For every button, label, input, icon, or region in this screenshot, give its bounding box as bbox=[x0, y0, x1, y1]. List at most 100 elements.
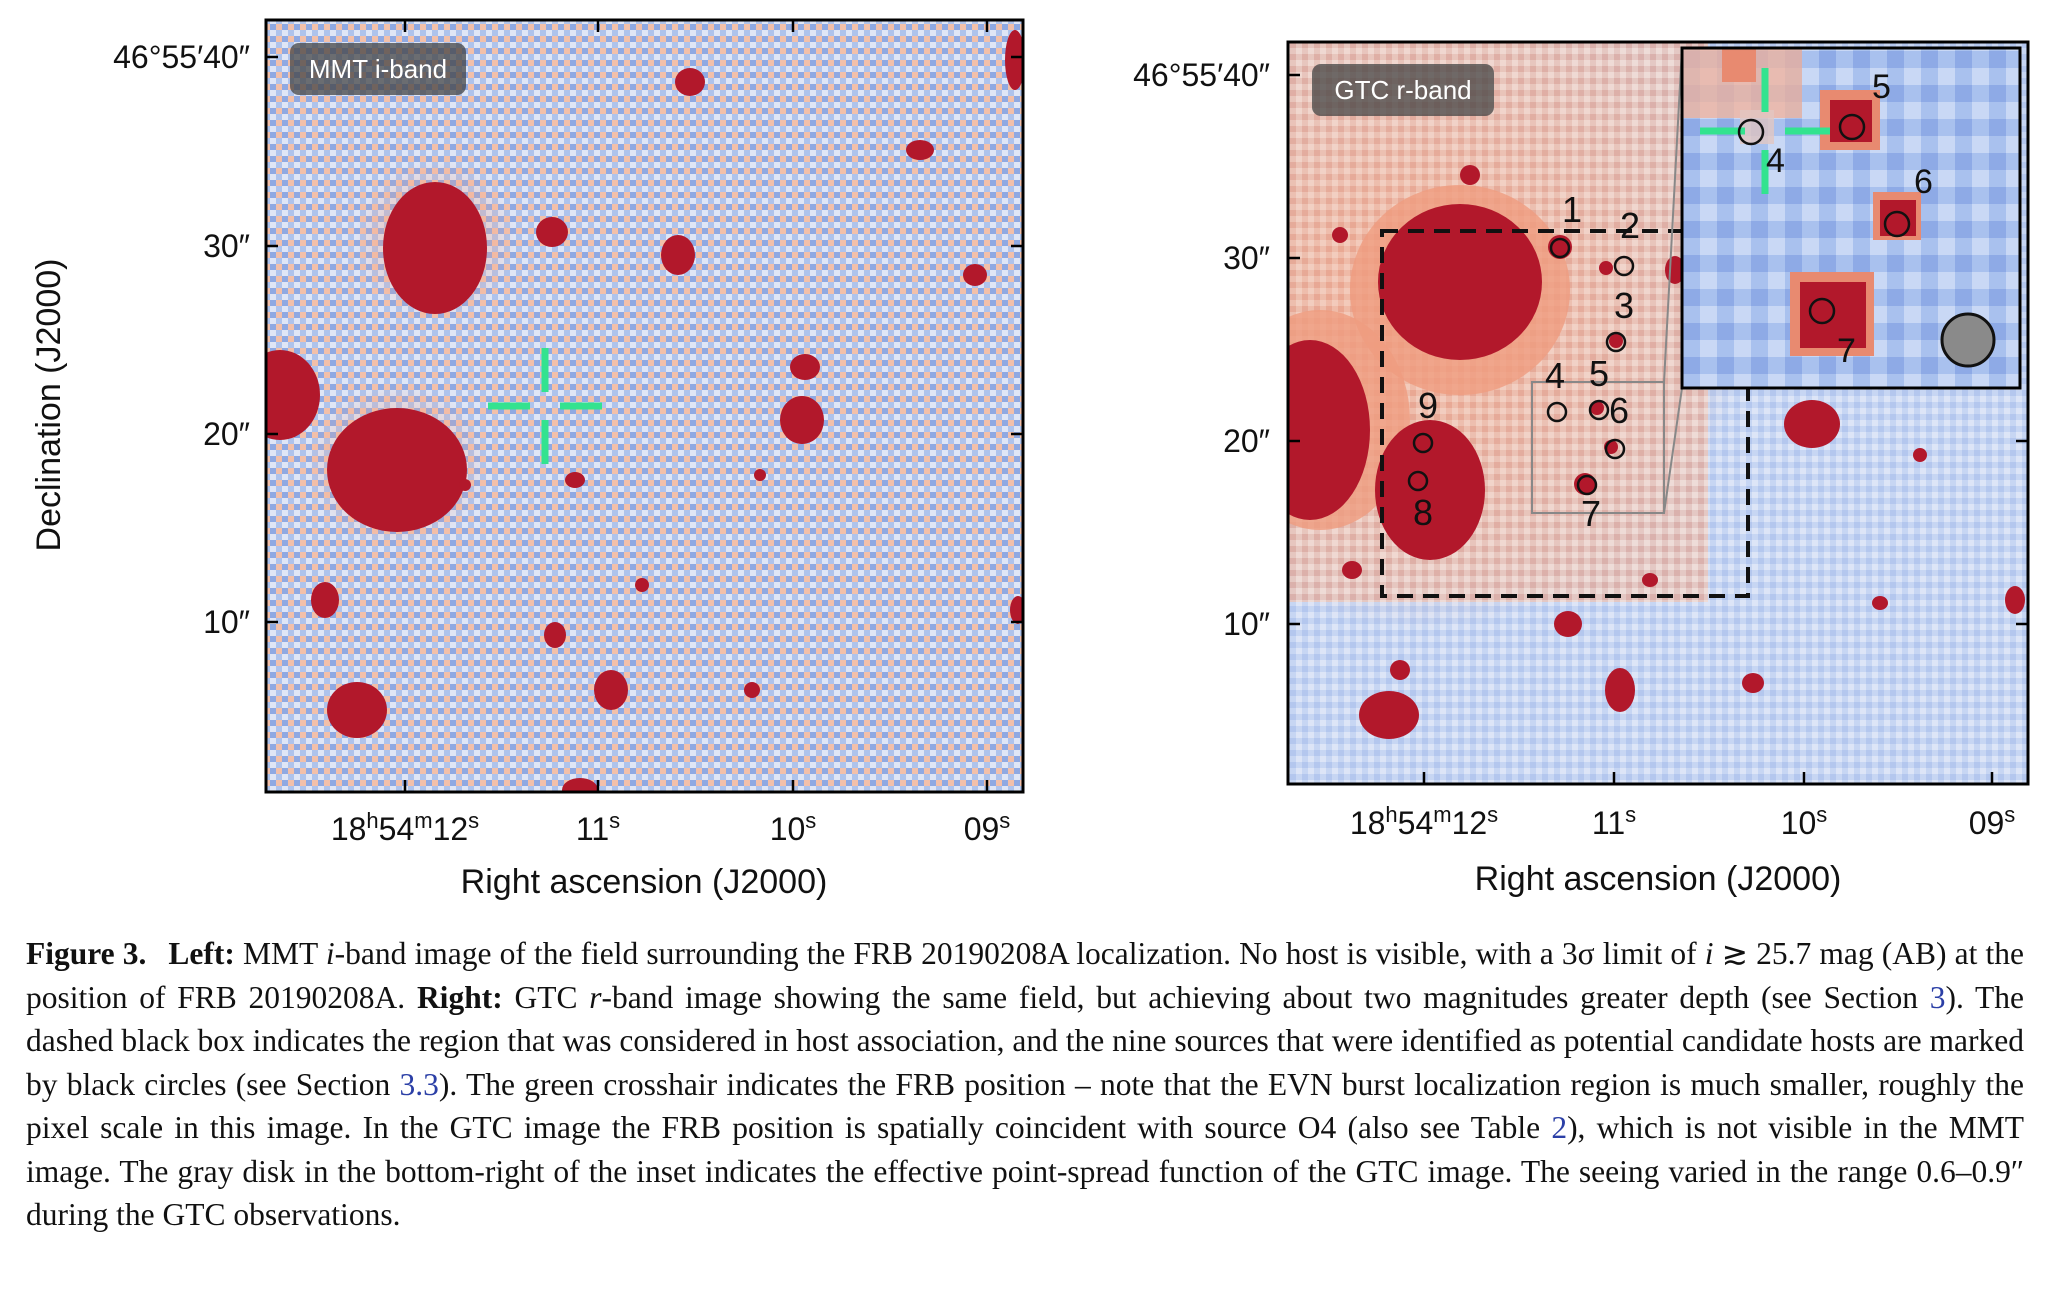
right-dec-tick-1: 30″ bbox=[1223, 240, 1270, 276]
caption-right-text-3: ). The dashed black box indicates the re… bbox=[26, 979, 2025, 1102]
right-x-ticks bbox=[1422, 772, 1994, 784]
candidate-label-1: 1 bbox=[1562, 189, 1582, 230]
left-y-ticks bbox=[266, 55, 1023, 624]
inset-labels: 4 5 6 7 bbox=[1766, 68, 1933, 370]
candidate-circle-4 bbox=[1546, 401, 1568, 423]
right-ra-tick-0: 18h54m12s bbox=[1350, 802, 1498, 841]
inset-source-5 bbox=[1830, 100, 1872, 142]
right-galaxy-edge bbox=[1288, 340, 1370, 520]
inset-circle-5 bbox=[1838, 113, 1866, 141]
candidate-label-9: 9 bbox=[1418, 385, 1438, 426]
candidate-label-3: 3 bbox=[1614, 285, 1634, 326]
left-ra-tick-3: 09s bbox=[964, 808, 1011, 847]
figure-panels: MMT i-band 46°55′40″ 30″ 20″ bbox=[30, 18, 2030, 901]
right-ra-tick-3: 09s bbox=[1969, 802, 2016, 841]
inset-frb-crosshair bbox=[1700, 68, 1830, 194]
inset-label-6: 6 bbox=[1914, 163, 1933, 201]
candidate-circle-6 bbox=[1604, 438, 1626, 460]
caption-right-band: r bbox=[589, 979, 602, 1015]
left-ra-tick-0: 18h54m12s bbox=[331, 808, 479, 847]
left-sources bbox=[266, 30, 1023, 792]
caption-left-text-1: MMT bbox=[243, 936, 326, 971]
left-ylabel: Declination (J2000) bbox=[30, 259, 68, 552]
candidate-label-7: 7 bbox=[1581, 493, 1601, 534]
left-dec-tick-1: 30″ bbox=[203, 228, 250, 264]
left-galaxy-b bbox=[327, 408, 467, 532]
caption-right-text-4: ). The green crosshair indicates the FRB… bbox=[26, 1066, 2024, 1146]
candidate-label-4: 4 bbox=[1545, 355, 1565, 396]
right-xlabel: Right ascension (J2000) bbox=[1475, 860, 1842, 898]
right-galaxy-89 bbox=[1375, 420, 1485, 560]
inset-circle-4 bbox=[1737, 118, 1765, 146]
left-image-frame bbox=[264, 18, 1025, 794]
right-galaxy-a bbox=[1378, 204, 1542, 360]
inset-source-box bbox=[1531, 381, 1665, 514]
inset-frame bbox=[1680, 46, 2022, 390]
right-dec-tick-labels: 46°55′40″ 30″ 20″ 10″ bbox=[1133, 57, 1270, 642]
host-association-box bbox=[1380, 229, 1750, 598]
right-band-label: GTC r-band bbox=[1334, 75, 1471, 105]
right-image-panel: 1 2 3 4 5 6 7 8 9 GTC r-band bbox=[1133, 40, 2030, 898]
caption-right-text-1: GTC bbox=[514, 979, 590, 1015]
left-band-label: MMT i-band bbox=[309, 54, 447, 84]
right-ra-tick-labels: 18h54m12s 11s 10s 09s bbox=[1350, 802, 2015, 841]
caption-left-text-2: -band image of the field surrounding the… bbox=[334, 936, 1705, 971]
zoom-inset: 4 5 6 7 bbox=[1680, 46, 2022, 390]
caption-ref-subsection[interactable]: 3.3 bbox=[399, 1066, 439, 1102]
inset-label-5: 5 bbox=[1872, 68, 1891, 106]
left-dec-tick-2: 20″ bbox=[203, 416, 250, 452]
candidate-label-5: 5 bbox=[1589, 353, 1609, 394]
left-dec-tick-0: 46°55′40″ bbox=[113, 39, 250, 75]
right-ra-tick-2: 10s bbox=[1781, 802, 1828, 841]
right-image-frame bbox=[1286, 40, 2030, 786]
left-dec-tick-3: 10″ bbox=[203, 604, 250, 640]
caption-ref-section[interactable]: 3 bbox=[1929, 979, 1946, 1015]
candidate-label-2: 2 bbox=[1620, 205, 1640, 246]
figure-label: Figure 3. bbox=[26, 936, 147, 971]
left-ra-tick-2: 10s bbox=[770, 808, 817, 847]
psf-disk bbox=[1940, 312, 1996, 368]
left-ra-tick-1: 11s bbox=[576, 808, 620, 847]
left-dec-tick-labels: 46°55′40″ 30″ 20″ 10″ bbox=[113, 39, 250, 640]
candidate-circle-1 bbox=[1549, 237, 1571, 259]
candidate-circles bbox=[1407, 237, 1635, 496]
right-dec-tick-2: 20″ bbox=[1223, 423, 1270, 459]
caption-left-band: i bbox=[325, 936, 335, 971]
candidate-label-6: 6 bbox=[1609, 390, 1629, 431]
right-ra-tick-1: 11s bbox=[1592, 802, 1636, 841]
left-band-label-box bbox=[290, 43, 466, 95]
caption-left-head: Left: bbox=[168, 936, 235, 971]
candidate-circle-2 bbox=[1613, 255, 1635, 277]
left-galaxy-edge bbox=[266, 350, 320, 440]
candidate-circle-5 bbox=[1588, 399, 1610, 421]
caption-limit-text: ≳ 25.7 mag (AB) at the position of FRB 2… bbox=[26, 936, 2024, 1015]
left-frb-crosshair bbox=[488, 348, 602, 464]
candidate-circle-9 bbox=[1412, 432, 1434, 454]
candidate-circle-8 bbox=[1407, 470, 1429, 492]
caption-right-head: Right: bbox=[416, 979, 503, 1015]
inset-label-7: 7 bbox=[1837, 332, 1856, 370]
left-image-panel: MMT i-band 46°55′40″ 30″ 20″ bbox=[30, 18, 1025, 901]
candidate-circle-7 bbox=[1576, 474, 1598, 496]
candidate-label-8: 8 bbox=[1413, 492, 1433, 533]
left-x-ticks bbox=[403, 20, 989, 792]
candidate-labels: 1 2 3 4 5 6 7 8 9 bbox=[1413, 189, 1640, 534]
right-sources bbox=[1288, 42, 2025, 739]
right-dec-tick-0: 46°55′40″ bbox=[1133, 57, 1270, 93]
right-dec-tick-3: 10″ bbox=[1223, 606, 1270, 642]
inset-circle-7 bbox=[1808, 297, 1836, 325]
left-ra-tick-labels: 18h54m12s 11s 10s 09s bbox=[331, 808, 1010, 847]
candidate-circle-3 bbox=[1605, 331, 1627, 353]
figure-caption: Figure 3. Left: MMT i-band image of the f… bbox=[26, 932, 2024, 1237]
inset-circles bbox=[1737, 113, 1911, 325]
caption-right-text-2: -band image showing the same field, but … bbox=[601, 979, 1930, 1015]
right-band-label-box bbox=[1312, 64, 1494, 116]
caption-ref-table[interactable]: 2 bbox=[1551, 1110, 1568, 1145]
caption-right-text-5: ), which is not visible in the MMT image… bbox=[26, 1110, 2024, 1232]
inset-label-4: 4 bbox=[1766, 142, 1785, 180]
right-y-ticks bbox=[1288, 73, 2028, 626]
caption-limit-var: i bbox=[1704, 936, 1714, 971]
inset-circle-6 bbox=[1883, 210, 1911, 238]
left-xlabel: Right ascension (J2000) bbox=[461, 863, 828, 901]
left-galaxy-a bbox=[383, 182, 487, 314]
